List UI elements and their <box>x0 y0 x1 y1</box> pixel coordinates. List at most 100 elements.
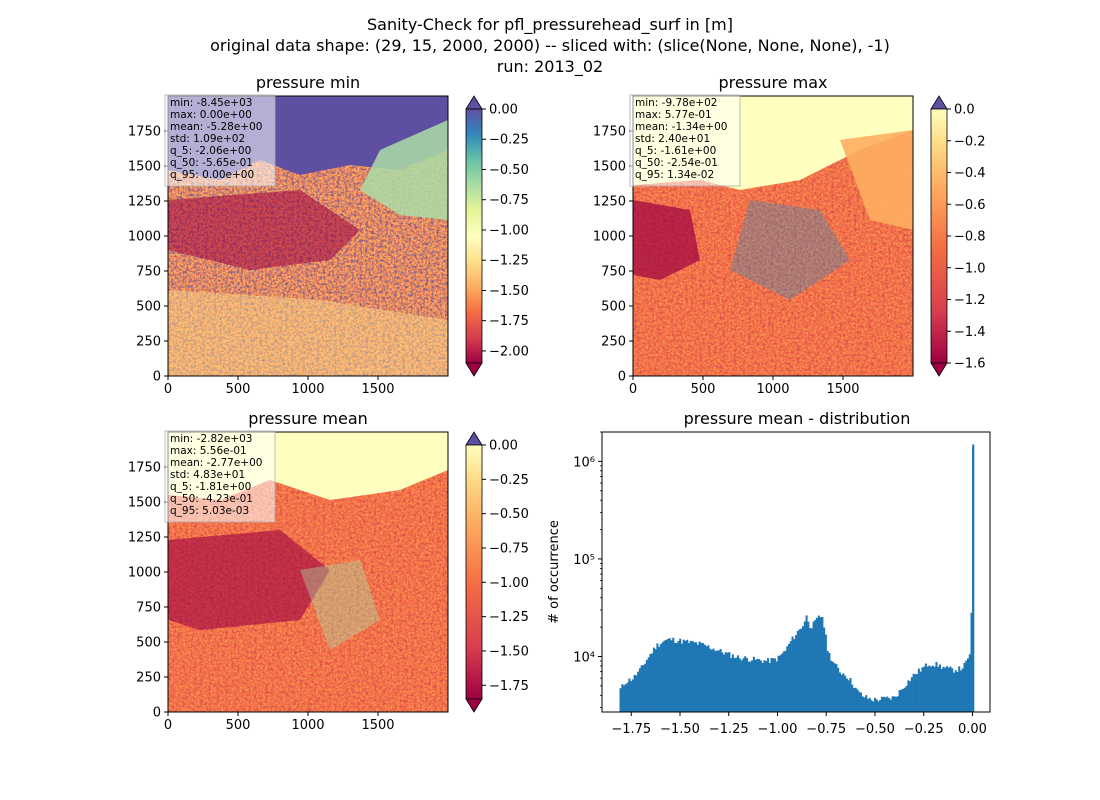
histogram-bar <box>912 673 915 712</box>
histogram-bar <box>670 640 673 712</box>
x-tick-label: 500 <box>226 718 251 733</box>
y-tick-label: 750 <box>136 601 161 616</box>
stat-std: std: 2.40e+01 <box>635 133 710 145</box>
histogram-bar <box>940 668 943 712</box>
histogram-bar <box>844 675 847 712</box>
histogram-bar <box>823 627 826 712</box>
histogram-bar <box>789 641 792 712</box>
histogram-bar <box>728 652 731 712</box>
histogram-bar <box>803 621 806 712</box>
x-axis: 0 500 1000 1500 <box>164 376 395 397</box>
histogram-bar <box>749 661 752 712</box>
y-tick-label: 0 <box>153 370 161 385</box>
stat-std: std: 4.83e+01 <box>170 469 245 481</box>
histogram-bar <box>963 662 966 712</box>
stats-box: min: -8.45e+03 max: 0.00e+00 mean: -5.28… <box>164 94 276 187</box>
histogram-bar <box>816 617 819 712</box>
histogram-bar <box>649 653 652 712</box>
histogram-bar <box>961 668 964 712</box>
histogram-bar <box>758 659 761 712</box>
histogram-bar <box>705 646 708 712</box>
stat-min: min: -9.78e+02 <box>635 97 717 109</box>
colorbar-tick-label: −1.2 <box>954 293 986 308</box>
histogram-bar <box>742 658 745 712</box>
histogram-bar <box>759 660 762 712</box>
histogram-bar <box>972 447 974 712</box>
histogram-bar <box>965 660 968 712</box>
colorbar-extend-top <box>465 95 483 110</box>
histogram-bar <box>845 678 848 712</box>
histogram-bar <box>851 684 854 712</box>
stat-q5: q_5: -1.61e+00 <box>635 145 716 157</box>
histogram-bar <box>956 671 959 712</box>
histogram-bar <box>863 697 866 712</box>
histogram-bar <box>945 666 948 712</box>
histogram-bar <box>675 642 678 712</box>
y-tick-label: 1250 <box>128 531 161 546</box>
x-tick-label: 0 <box>629 382 637 397</box>
histogram-bar <box>624 684 627 712</box>
histogram-bar <box>828 652 831 712</box>
histogram-bar <box>761 662 764 712</box>
x-tick-label: 1000 <box>291 382 324 397</box>
histogram-bar <box>768 663 771 712</box>
figure-title-line-1: Sanity-Check for pfl_pressurehead_surf i… <box>367 15 733 35</box>
colorbar-extend-top <box>465 431 483 446</box>
y-tick-label: 250 <box>136 671 161 686</box>
histogram-bar <box>717 650 720 712</box>
histogram-bar <box>877 701 880 712</box>
colorbar-tick-label: −1.6 <box>954 357 986 372</box>
histogram-bar <box>712 648 715 712</box>
x-tick-label: −0.50 <box>855 722 895 737</box>
colorbar-tick-label: −0.8 <box>954 230 986 245</box>
colorbar-ticks: 0.0 −0.2 −0.4 −0.6 −0.8 −1.0 −1.2 −1.4 −1.6 <box>947 103 986 372</box>
y-tick-label: 10⁵ <box>573 553 595 568</box>
histogram-bar <box>695 642 698 712</box>
stat-q50: q_50: -5.65e-01 <box>170 157 253 169</box>
stat-q50: q_50: -4.23e-01 <box>170 493 253 505</box>
histogram-bar <box>710 649 713 712</box>
histogram-bar <box>666 639 669 712</box>
histogram-bar <box>642 665 645 712</box>
y-tick-label: 1000 <box>593 230 626 245</box>
colorbar-extend-bottom <box>930 362 948 377</box>
colorbar-ramp <box>465 444 483 700</box>
y-tick-label: 1750 <box>128 461 161 476</box>
colorbar-tick-label: −1.4 <box>954 325 986 340</box>
histogram-bar <box>970 612 973 712</box>
histogram-bar <box>731 654 734 712</box>
histogram-bar <box>726 652 729 712</box>
stats-box: min: -2.82e+03 max: 5.56e-01 mean: -2.77… <box>164 430 276 523</box>
stat-q50: q_50: -2.54e-01 <box>635 157 718 169</box>
colorbar-extend-top <box>930 95 948 110</box>
colorbar-tick-label: −0.4 <box>954 166 986 181</box>
histogram-bar <box>733 658 736 712</box>
axes-frame <box>601 431 991 713</box>
x-tick-label: 1500 <box>361 718 394 733</box>
histogram-bar <box>672 637 675 712</box>
histogram-bar <box>884 697 887 712</box>
histogram-bar <box>888 697 891 712</box>
histogram-bar <box>656 643 659 712</box>
y-axis-label: # of occurrence <box>547 520 562 624</box>
histogram-bar <box>623 685 626 712</box>
histogram-bar <box>826 650 829 712</box>
colorbar: 0.0 −0.2 −0.4 −0.6 −0.8 −1.0 −1.2 −1.4 −1.6 <box>930 95 986 377</box>
histogram-bar <box>661 642 664 712</box>
histogram-bar <box>786 646 789 712</box>
histogram-bar <box>805 615 808 712</box>
histogram-bar <box>917 668 920 712</box>
histogram-bar <box>709 648 712 712</box>
panel-title: pressure mean - distribution <box>684 409 911 428</box>
colorbar-tick-label: −0.50 <box>489 507 529 522</box>
histogram-bar <box>919 671 922 712</box>
histogram-bar <box>798 629 801 712</box>
x-axis: 0 500 1000 1500 <box>629 376 860 397</box>
histogram-bar <box>724 652 727 712</box>
histogram-bar <box>933 666 936 712</box>
y-axis: 10⁴ 10⁵ 10⁶ <box>573 431 602 708</box>
colorbar-tick-label: −0.75 <box>489 541 529 556</box>
colorbar-tick-label: −1.0 <box>954 261 986 276</box>
histogram-bar <box>772 658 775 712</box>
x-tick-label: 0 <box>164 718 172 733</box>
